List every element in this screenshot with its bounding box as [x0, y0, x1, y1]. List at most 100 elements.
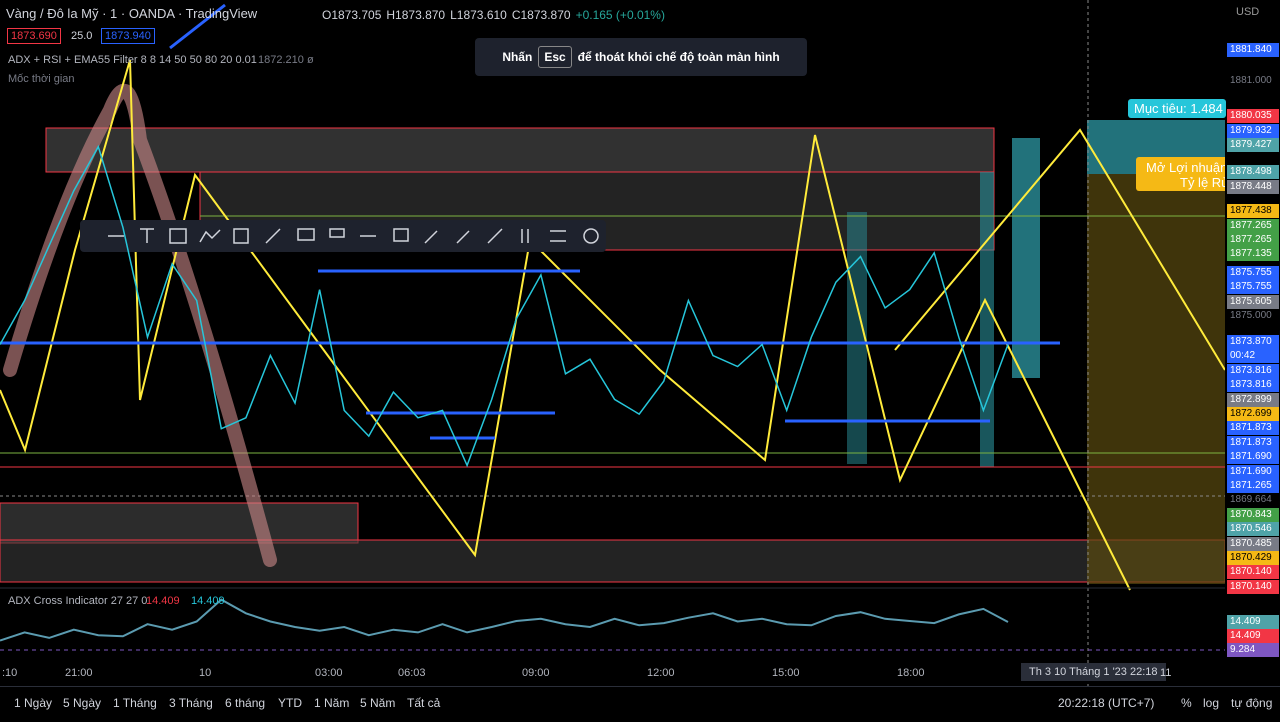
price-label: 1872.699 — [1227, 406, 1279, 421]
price-label: 1871.873 — [1227, 435, 1279, 450]
price-label: 1870.429 — [1227, 550, 1279, 565]
ohlc-value: L1873.610 — [450, 8, 507, 22]
price-label: 1877.438 — [1227, 204, 1279, 219]
price-label: 1877.265 — [1227, 218, 1279, 233]
price-label: 1873.870 — [1227, 334, 1279, 349]
adx-line — [0, 598, 1009, 642]
indicator-name: ADX + RSI + EMA55 Filter 8 8 14 50 50 80… — [8, 54, 257, 66]
countdown: 00:42 — [1227, 349, 1279, 364]
time-label: 03:00 — [315, 667, 343, 679]
price-label: 1870.843 — [1227, 507, 1279, 522]
price-label: 1878.448 — [1227, 179, 1279, 194]
toolbar-icons — [108, 228, 599, 244]
price-label: 1871.690 — [1227, 464, 1279, 479]
adx-value: 14.409 — [146, 595, 180, 607]
adx-axis-label: 14.409 — [1227, 615, 1279, 629]
adx-title: ADX Cross Indicator 27 27 0 — [8, 595, 148, 607]
ohlc-value: H1873.870 — [386, 8, 446, 22]
price-label: 1881.840 — [1227, 43, 1279, 57]
range-button[interactable]: Tất cả — [407, 696, 441, 710]
price-label: 1875.605 — [1227, 294, 1279, 309]
price-line — [0, 144, 1009, 468]
bid: 1873.690 — [7, 28, 61, 44]
time-label: 06:03 — [398, 667, 426, 679]
position-label: Mở Lợi nhuận Tỷ lệ Rủ — [1136, 157, 1225, 191]
change: +0.165 (+0.01%) — [575, 8, 665, 22]
ask: 1873.940 — [101, 28, 155, 44]
time-label: 10 — [199, 667, 212, 679]
auto-toggle[interactable]: tự động — [1231, 696, 1273, 710]
drawing-toolbar[interactable] — [80, 220, 606, 252]
price-label: 1875.755 — [1227, 280, 1279, 295]
profit-label: Mở Lợi nhuận — [1146, 160, 1225, 175]
fullscreen-toast: Nhấn Esc để thoát khỏi chế độ toàn màn h… — [475, 38, 807, 76]
price-label: 1872.899 — [1227, 392, 1279, 407]
range-button[interactable]: 5 Năm — [360, 696, 396, 710]
price-label: 1870.140 — [1227, 579, 1279, 594]
price-label: 1873.816 — [1227, 363, 1279, 378]
time-label: 11 — [1160, 667, 1172, 679]
price-label: 1875.000 — [1230, 310, 1272, 322]
stop-zone — [1087, 174, 1225, 584]
zigzag — [894, 128, 1226, 371]
clock: 20:22:18 (UTC+7) — [1058, 696, 1155, 710]
time-label: 12:00 — [647, 667, 675, 679]
ohlc: O1873.705 H1873.870 L1873.610 C1873.870 +0.1… — [322, 8, 665, 22]
time-label: :10 — [2, 667, 18, 679]
price-label: 1870.140 — [1227, 565, 1279, 580]
price-label: 1877.135 — [1227, 247, 1279, 262]
arrow-line — [169, 3, 226, 50]
timestamp-label: Mốc thời gian — [8, 73, 75, 85]
price-label: 1870.485 — [1227, 536, 1279, 551]
range-button[interactable]: 5 Ngày — [63, 696, 102, 710]
range-button[interactable]: 1 Ngày — [14, 696, 53, 710]
time-label: 21:00 — [65, 667, 93, 679]
bottom-bar: 20:22:18 (UTC+7) % log tự động 1 Ngày 5 N… — [0, 686, 1280, 722]
toast-prefix: Nhấn — [502, 50, 533, 64]
target-label: Mục tiêu: 1.484 — [1128, 99, 1226, 118]
range-button[interactable]: 3 Tháng — [169, 696, 213, 710]
adx-axis-label: 9.284 — [1227, 643, 1279, 657]
symbol: Vàng / Đô la Mỹ · 1 · OANDA · TradingVie… — [6, 6, 258, 21]
spread: 25.0 — [71, 30, 93, 42]
zone — [45, 127, 995, 173]
highlight — [847, 212, 867, 464]
range-button[interactable]: 6 tháng — [225, 696, 266, 710]
toast-key: Esc — [538, 46, 572, 68]
price-label: 1871.265 — [1227, 478, 1279, 493]
range-button[interactable]: 1 Năm — [314, 696, 350, 710]
time-label: 18:00 — [897, 667, 925, 679]
time-label: 15:00 — [772, 667, 800, 679]
adx-axis-label: 14.409 — [1227, 629, 1279, 643]
cursor-time: Th 3 10 Tháng 1 '23 22:18 — [1021, 663, 1166, 681]
highlight — [1012, 138, 1040, 378]
time-label: 09:00 — [522, 667, 550, 679]
zigzag — [0, 59, 1131, 591]
price-label: 1881.000 — [1230, 74, 1272, 86]
log-toggle[interactable]: log — [1203, 696, 1220, 710]
price-label: 1870.546 — [1227, 522, 1279, 537]
ratio-label: Tỷ lệ Rủ — [1180, 175, 1225, 190]
price-label: 1877.265 — [1227, 233, 1279, 248]
zone — [0, 539, 1226, 583]
range-button[interactable]: 1 Tháng — [113, 696, 157, 710]
ohlc-value: O1873.705 — [322, 8, 382, 22]
price-label: 1869.664 — [1230, 494, 1272, 506]
chart-canvas — [0, 0, 1226, 686]
adx-value: 14.409 — [191, 595, 225, 607]
price-label: 1879.932 — [1227, 123, 1279, 138]
price-label: 1879.427 — [1227, 137, 1279, 152]
percent-toggle[interactable]: % — [1181, 696, 1192, 710]
toast-text: để thoát khỏi chế độ toàn màn hình — [577, 50, 780, 64]
currency: USD — [1236, 6, 1260, 18]
price-label: 1880.035 — [1227, 109, 1279, 124]
price-label: 1875.755 — [1227, 265, 1279, 280]
price-label: 1871.690 — [1227, 450, 1279, 465]
indicator-symbol: ø — [307, 54, 314, 66]
price-label: 1873.816 — [1227, 378, 1279, 393]
price-label: 1871.873 — [1227, 421, 1279, 436]
zone — [0, 502, 359, 544]
range-button[interactable]: YTD — [278, 696, 302, 710]
price-label: 1878.498 — [1227, 165, 1279, 180]
